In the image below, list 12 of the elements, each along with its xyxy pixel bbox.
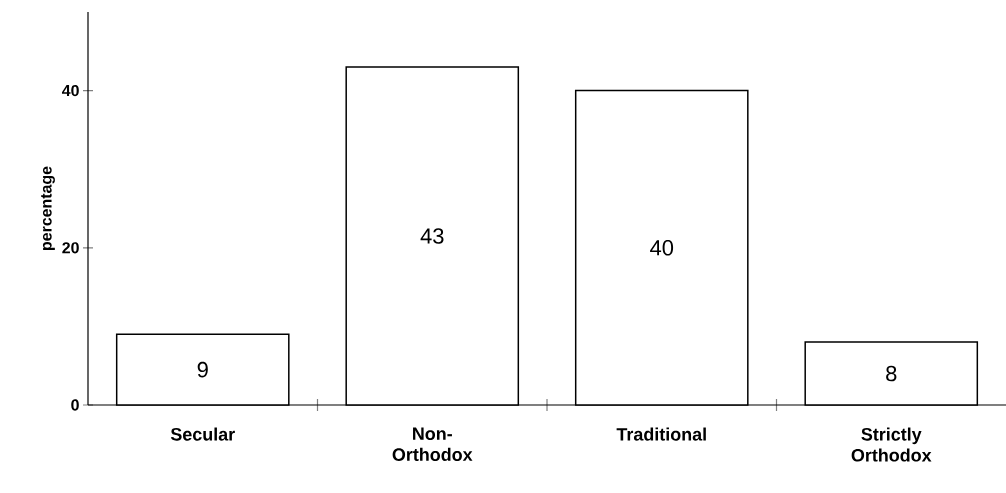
data-label: 8	[886, 365, 897, 382]
data-label: 40	[650, 240, 674, 256]
y-tick-label: 0	[71, 399, 79, 411]
y-tick-label: 40	[61, 84, 79, 97]
x-tick-label: Non-Orthodox	[392, 427, 473, 461]
data-label: 9	[197, 361, 208, 378]
y-tick-label: 20	[62, 242, 79, 254]
data-label: 43	[420, 228, 444, 244]
x-tick-label: Traditional	[616, 427, 706, 441]
y-axis-title: percentage	[41, 166, 55, 250]
x-tick-label: Strictly Orthodox	[851, 427, 932, 462]
x-tick-label: Secular	[170, 427, 235, 441]
